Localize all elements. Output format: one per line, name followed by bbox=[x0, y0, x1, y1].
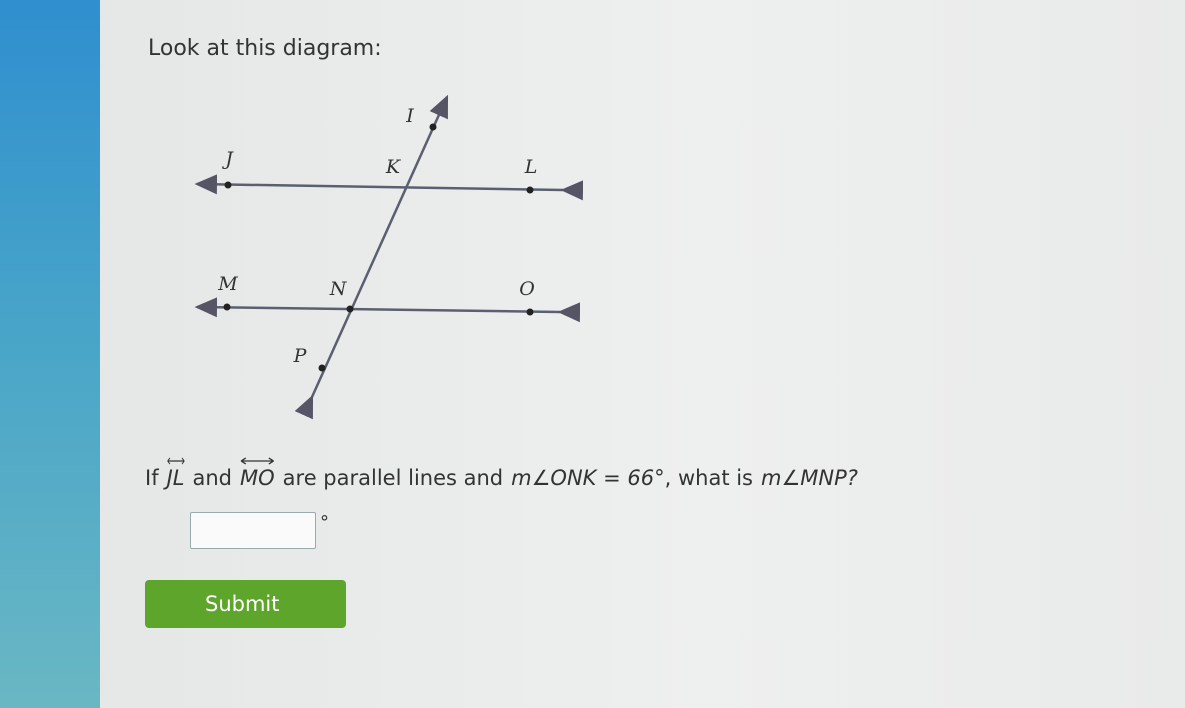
point-label: L bbox=[524, 156, 538, 178]
point-label: O bbox=[519, 278, 535, 300]
point bbox=[526, 186, 534, 194]
angle-given: m∠ONK = 66° bbox=[511, 466, 665, 490]
answer-input[interactable] bbox=[190, 512, 316, 549]
transversal bbox=[294, 94, 449, 420]
point bbox=[318, 364, 326, 372]
point bbox=[429, 123, 437, 131]
prompt: Look at this diagram: bbox=[148, 36, 382, 61]
overline-arrow bbox=[166, 457, 185, 465]
diagram: I J K L M N O P bbox=[194, 94, 584, 420]
line-name-text: JL bbox=[166, 466, 185, 490]
line-name: MO bbox=[240, 457, 275, 490]
point-label: M bbox=[217, 273, 238, 295]
point-label: N bbox=[329, 278, 348, 300]
point-label: I bbox=[405, 105, 414, 127]
answer-unit: ° bbox=[320, 512, 329, 533]
question-text: If bbox=[145, 466, 159, 490]
submit-label: Submit bbox=[205, 592, 280, 616]
line-name-text: MO bbox=[240, 466, 275, 490]
question: If JL and MO are parallel lines and m∠ONK = 6… bbox=[145, 457, 866, 490]
point bbox=[224, 181, 232, 189]
question-text: are parallel lines and bbox=[282, 466, 504, 490]
angle-asked: m∠MNP? bbox=[761, 466, 858, 490]
point-label: K bbox=[385, 156, 402, 178]
point bbox=[346, 305, 354, 313]
line-mo bbox=[194, 297, 581, 323]
question-text: , what is bbox=[664, 466, 753, 490]
point-label: J bbox=[221, 148, 234, 170]
overline-arrow bbox=[240, 457, 274, 465]
point bbox=[526, 308, 534, 316]
question-text: and bbox=[192, 466, 233, 490]
line-name: JL bbox=[166, 457, 185, 490]
point-label: P bbox=[293, 345, 308, 367]
submit-button[interactable]: Submit bbox=[145, 580, 346, 628]
line-jl bbox=[194, 174, 584, 201]
side-stripe bbox=[0, 0, 100, 708]
point bbox=[223, 303, 231, 311]
